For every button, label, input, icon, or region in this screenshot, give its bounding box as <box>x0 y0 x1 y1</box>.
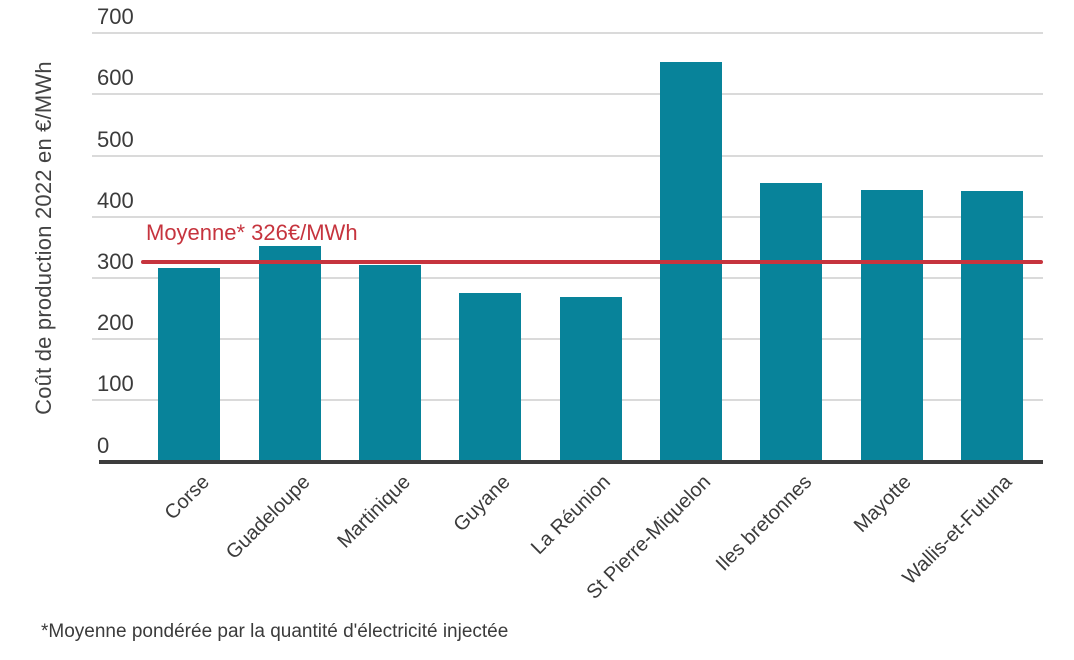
x-tick-label-wallis-et-futuna: Wallis-et-Futuna <box>898 471 1017 589</box>
gridline-300 <box>92 276 1043 279</box>
y-tick-label-600: 600 <box>97 65 134 91</box>
y-tick-label-100: 100 <box>97 371 134 397</box>
bar-wallis-et-futuna <box>960 190 1023 460</box>
x-tick-label-corse: Corse <box>160 471 214 525</box>
bar-martinique <box>358 265 421 460</box>
gridline-600 <box>92 93 1043 96</box>
gridline-700 <box>92 32 1043 35</box>
gridline-500 <box>92 154 1043 157</box>
y-axis-title: Coût de production 2022 en €/MWh <box>31 61 56 415</box>
bar-la-reunion <box>559 296 622 460</box>
bar-corse <box>158 268 221 460</box>
x-tick-label-guyane: Guyane <box>449 471 515 537</box>
y-tick-label-0: 0 <box>97 432 110 458</box>
y-tick-label-500: 500 <box>97 126 134 152</box>
y-tick-label-200: 200 <box>97 310 134 336</box>
bar-guyane <box>459 293 522 460</box>
gridline-400 <box>92 215 1043 218</box>
y-tick-label-300: 300 <box>97 248 134 274</box>
bar-mayotte <box>860 189 923 460</box>
x-tick-label-la-reunion: La Réunion <box>527 471 616 559</box>
y-tick-label-700: 700 <box>97 4 134 30</box>
average-line <box>141 259 1043 264</box>
x-tick-label-iles-bretonnes: Iles bretonnes <box>711 471 816 576</box>
x-axis-line <box>99 460 1043 464</box>
x-tick-label-guadeloupe: Guadeloupe <box>221 471 315 564</box>
x-tick-label-mayotte: Mayotte <box>850 471 917 537</box>
average-line-label: Moyenne* 326€/MWh <box>146 220 358 245</box>
y-tick-label-400: 400 <box>97 187 134 213</box>
x-tick-label-martinique: Martinique <box>332 471 415 553</box>
footnote: *Moyenne pondérée par la quantité d'élec… <box>41 621 509 642</box>
bar-iles-bretonnes <box>760 183 823 460</box>
bar-guadeloupe <box>258 246 321 460</box>
